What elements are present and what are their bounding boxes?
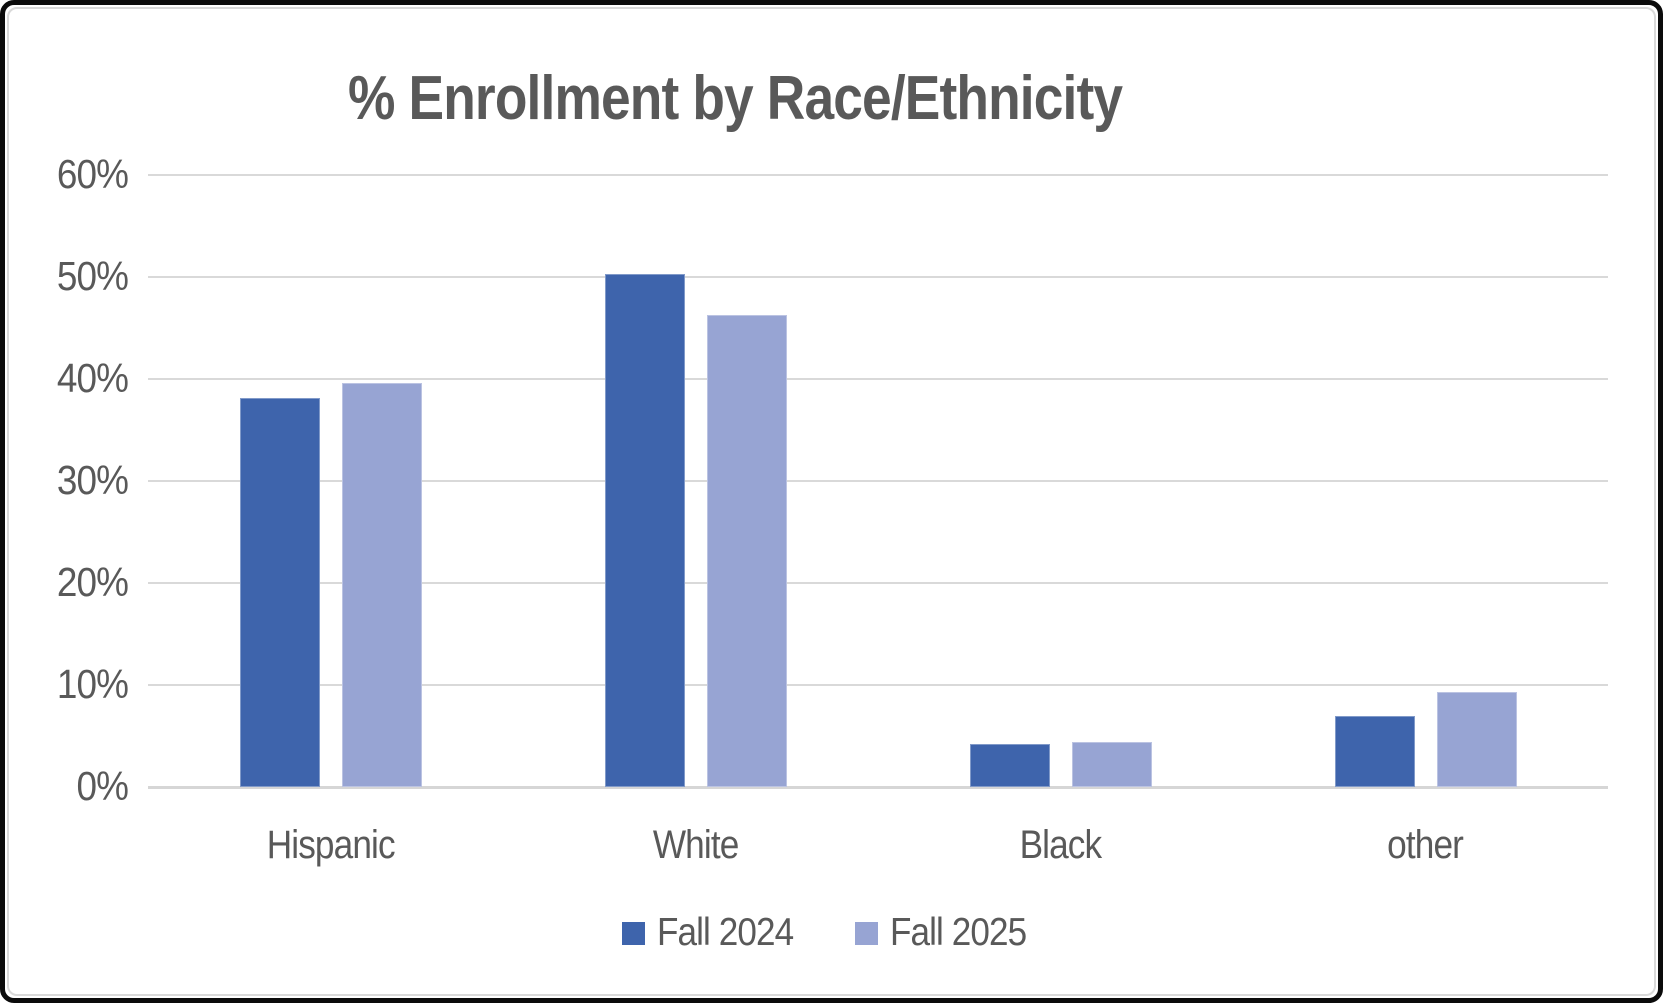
x-axis-line — [148, 786, 1608, 789]
bar-fall-2025-hispanic — [341, 383, 422, 787]
y-tick-label-0: 0% — [76, 763, 128, 809]
gridline-60 — [148, 174, 1608, 176]
category-label-white: White — [513, 823, 878, 868]
y-tick-label-50: 50% — [56, 253, 129, 299]
legend-swatch-fall-2024 — [622, 921, 646, 945]
gridline-50 — [148, 276, 1608, 278]
y-tick-label-20: 20% — [56, 559, 129, 605]
legend-label: Fall 2024 — [657, 911, 794, 954]
bar-fall-2025-other — [1436, 692, 1517, 787]
legend-item-fall-2025: Fall 2025 — [854, 911, 1041, 955]
category-label-other: other — [1243, 823, 1608, 868]
category-label-black: Black — [878, 823, 1243, 868]
bar-fall-2025-black — [1071, 742, 1152, 787]
legend-item-fall-2024: Fall 2024 — [622, 911, 808, 955]
chart-legend: Fall 2024 Fall 2025 — [5, 911, 1658, 955]
y-tick-label-60: 60% — [56, 151, 129, 197]
bar-fall-2024-white — [604, 273, 685, 787]
plot-area: 0% 10% 20% 30% 40% 50% 60% Hispanic White Black ot… — [5, 5, 1658, 998]
category-label-hispanic: Hispanic — [148, 823, 513, 868]
legend-swatch-fall-2025 — [854, 921, 878, 945]
category-label-text: other — [1387, 823, 1465, 867]
gridline-10 — [148, 684, 1608, 686]
bar-fall-2024-black — [969, 744, 1050, 787]
chart-title: % Enrollment by Race/Ethnicity — [5, 63, 1465, 134]
bar-fall-2024-other — [1334, 715, 1415, 787]
category-label-text: White — [652, 823, 739, 867]
gridline-30 — [148, 480, 1608, 482]
legend-label: Fall 2025 — [889, 911, 1027, 954]
y-tick-label-10: 10% — [56, 661, 129, 707]
bar-fall-2024-hispanic — [239, 398, 320, 787]
gridline-40 — [148, 378, 1608, 380]
category-label-text: Hispanic — [266, 823, 396, 867]
category-label-text: Black — [1019, 823, 1103, 867]
y-tick-label-40: 40% — [56, 355, 129, 401]
gridline-20 — [148, 582, 1608, 584]
y-tick-label-30: 30% — [56, 457, 129, 503]
chart-title-text: % Enrollment by Race/Ethnicity — [347, 64, 1123, 133]
bar-fall-2025-white — [706, 314, 787, 787]
